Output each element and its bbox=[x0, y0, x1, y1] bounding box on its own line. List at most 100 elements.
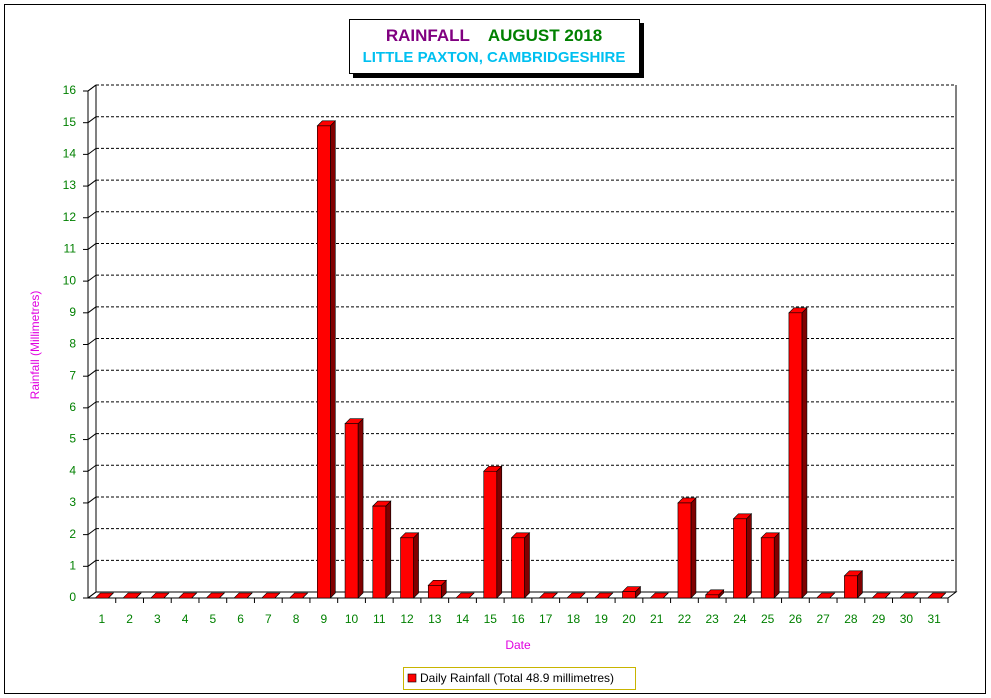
bar-side bbox=[801, 307, 808, 599]
x-tick-label: 7 bbox=[265, 612, 272, 626]
y-tick-label: 15 bbox=[63, 115, 77, 129]
x-tick-label: 13 bbox=[428, 612, 442, 626]
y-tick-diag bbox=[87, 464, 97, 472]
bar-front bbox=[372, 505, 387, 599]
bar-front bbox=[622, 591, 636, 599]
y-tick-diag bbox=[87, 401, 97, 409]
y-tick-diag bbox=[87, 116, 97, 124]
x-tick-label: 18 bbox=[567, 612, 581, 626]
bar-top bbox=[871, 592, 891, 599]
bar bbox=[483, 465, 503, 599]
y-tick-label: 11 bbox=[64, 242, 77, 256]
bar-front bbox=[760, 537, 775, 599]
x-tick-label: 11 bbox=[373, 612, 386, 626]
bar-front bbox=[844, 575, 858, 599]
x-tick-label: 3 bbox=[154, 612, 161, 626]
bar-front bbox=[511, 537, 525, 599]
x-tick-label: 25 bbox=[761, 612, 775, 626]
x-tick-label: 21 bbox=[650, 612, 664, 626]
x-tick-label: 14 bbox=[456, 612, 470, 626]
y-tick-diag bbox=[87, 179, 97, 187]
y-tick-label: 3 bbox=[69, 495, 76, 509]
y-tick-diag bbox=[87, 338, 97, 345]
bar-side bbox=[385, 500, 392, 599]
y-tick-label: 8 bbox=[69, 337, 76, 351]
y-tick-label: 16 bbox=[63, 83, 77, 97]
x-tick-label: 23 bbox=[706, 612, 720, 626]
bar bbox=[122, 592, 142, 599]
bar-side bbox=[746, 513, 752, 599]
legend bbox=[403, 667, 636, 690]
x-tick-label: 8 bbox=[293, 612, 300, 626]
bar-front bbox=[733, 518, 747, 599]
bar-top bbox=[926, 592, 947, 599]
bar bbox=[399, 532, 420, 599]
x-tick-label: 24 bbox=[733, 612, 747, 626]
subtitle: LITTLE PAXTON, CAMBRIDGESHIRE bbox=[363, 49, 626, 66]
bar bbox=[538, 592, 558, 599]
bar-side bbox=[773, 532, 780, 599]
x-tick-label: 15 bbox=[484, 612, 498, 626]
bar-front bbox=[705, 594, 719, 599]
y-tick-label: 7 bbox=[69, 368, 76, 382]
bar bbox=[150, 592, 170, 599]
bar bbox=[233, 592, 253, 599]
y-tick-label: 13 bbox=[63, 178, 77, 192]
bar bbox=[566, 592, 586, 599]
bar-front bbox=[317, 125, 331, 599]
y-tick-diag bbox=[87, 528, 97, 536]
bar-top bbox=[177, 592, 198, 599]
bar-side bbox=[690, 497, 697, 599]
bar bbox=[621, 585, 642, 599]
x-tick-label: 28 bbox=[844, 612, 858, 626]
x-tick-label: 2 bbox=[126, 612, 133, 626]
title-date: AUGUST 2018 bbox=[488, 26, 602, 45]
x-tick-label: 16 bbox=[511, 612, 525, 626]
title: RAINFALL AUGUST 2018 bbox=[386, 26, 602, 45]
bar bbox=[316, 120, 337, 599]
bar-top bbox=[899, 592, 919, 599]
y-tick-label: 0 bbox=[69, 590, 76, 604]
x-tick-label: 4 bbox=[182, 612, 189, 626]
y-tick-label: 5 bbox=[69, 432, 76, 446]
x-tick-label: 10 bbox=[345, 612, 359, 626]
bar-top bbox=[261, 592, 281, 599]
bar-top bbox=[122, 592, 142, 599]
x-tick-label: 19 bbox=[595, 612, 609, 626]
y-tick-diag bbox=[87, 433, 97, 440]
bar bbox=[815, 592, 836, 599]
bar bbox=[594, 592, 614, 599]
y-tick-label: 9 bbox=[69, 305, 76, 319]
bar-top bbox=[288, 592, 309, 599]
y-tick-diag bbox=[87, 369, 97, 377]
y-tick-label: 10 bbox=[63, 273, 77, 287]
bar bbox=[261, 592, 281, 599]
bar-top bbox=[150, 592, 170, 599]
x-tick-label: 20 bbox=[622, 612, 636, 626]
y-tick-diag bbox=[87, 243, 97, 250]
bar-top bbox=[94, 592, 115, 599]
x-tick-label: 27 bbox=[816, 612, 830, 626]
bar bbox=[704, 589, 725, 599]
x-tick-label: 30 bbox=[900, 612, 914, 626]
bar-top bbox=[233, 592, 253, 599]
bar bbox=[899, 592, 919, 599]
bar bbox=[94, 592, 115, 599]
x-tick-label: 26 bbox=[789, 612, 803, 626]
bar-side bbox=[330, 120, 336, 599]
x-axis-label: Date bbox=[505, 638, 531, 652]
x-tick-label: 31 bbox=[927, 612, 941, 626]
y-axis-label: Rainfall (Millimetres) bbox=[28, 291, 42, 400]
y-tick-diag bbox=[87, 211, 97, 219]
bar-front bbox=[344, 423, 359, 599]
bar bbox=[205, 592, 226, 599]
bar bbox=[677, 497, 697, 599]
bar bbox=[649, 592, 669, 599]
bar bbox=[344, 417, 364, 599]
y-tick-label: 6 bbox=[69, 400, 76, 414]
y-tick-diag bbox=[87, 84, 97, 92]
bar bbox=[788, 307, 808, 599]
bar bbox=[177, 592, 198, 599]
bar bbox=[288, 592, 309, 599]
